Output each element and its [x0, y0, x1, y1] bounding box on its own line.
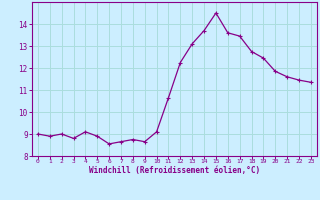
X-axis label: Windchill (Refroidissement éolien,°C): Windchill (Refroidissement éolien,°C) [89, 166, 260, 175]
